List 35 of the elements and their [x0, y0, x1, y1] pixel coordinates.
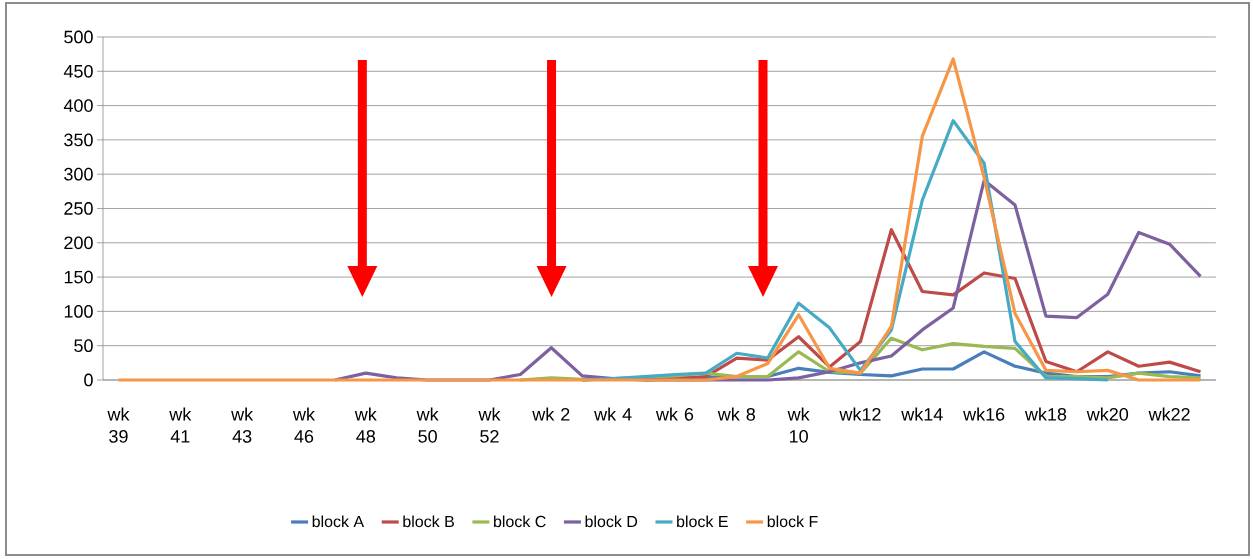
y-tick-label: 450 — [63, 64, 93, 78]
y-tick-label: 350 — [64, 133, 93, 147]
x-tick-label: wk 6 — [655, 407, 694, 421]
legend-label: block F — [767, 515, 818, 528]
legend-label: block D — [585, 515, 638, 528]
x-tick-label: wk12 — [839, 407, 881, 421]
y-tick-label: 300 — [64, 167, 93, 181]
x-tick-label: wk 39 — [107, 407, 130, 443]
legend-label: block B — [403, 515, 454, 528]
y-tick-label: 200 — [64, 236, 93, 250]
y-tick-label: 400 — [63, 99, 93, 112]
x-tick-label: wk18 — [1024, 407, 1067, 421]
legend-label: block C — [494, 515, 546, 528]
x-tick-label: wk 2 — [532, 407, 570, 421]
x-tick-label: wk 50 — [416, 407, 439, 443]
x-tick-label: wk 43 — [231, 407, 254, 443]
x-tick-label: wk 48 — [354, 407, 377, 443]
legend-label: block A — [312, 515, 365, 528]
x-tick-label: wk 46 — [292, 407, 315, 443]
y-tick-label: 500 — [64, 30, 93, 44]
x-tick-label: wk 52 — [478, 407, 501, 443]
y-tick-label: 100 — [64, 305, 93, 318]
x-tick-label: wk 8 — [717, 407, 756, 421]
y-tick-label: 250 — [64, 202, 93, 215]
x-tick-label: wk16 — [963, 407, 1005, 421]
x-tick-label: wk14 — [901, 407, 943, 421]
y-tick-label: 0 — [84, 373, 93, 387]
x-tick-label: wk 10 — [787, 407, 810, 443]
y-tick-label: 150 — [64, 270, 93, 284]
x-tick-label: wk22 — [1148, 407, 1190, 421]
legend-label: block E — [677, 515, 728, 528]
x-tick-label: wk 41 — [169, 407, 192, 443]
x-tick-label: wk 4 — [594, 407, 632, 421]
y-tick-label: 50 — [74, 339, 93, 353]
x-tick-label: wk20 — [1086, 407, 1129, 421]
